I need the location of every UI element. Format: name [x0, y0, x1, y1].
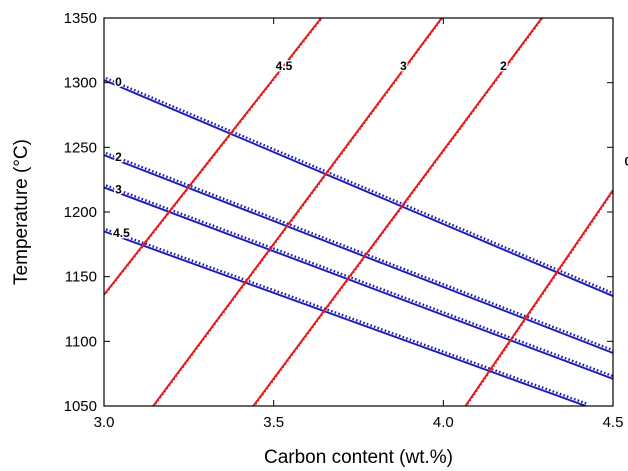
y-tick-label: 1050 [64, 398, 97, 415]
red-line-0 [464, 189, 613, 406]
blue-line-label: 0 [115, 75, 122, 89]
tick-layer: 3.0 3.5 4.0 4.5 1050 1100 1150 1200 1250 1300 1350 [64, 10, 624, 431]
red-line-label: 2 [500, 59, 507, 73]
blue-line-3 [104, 186, 613, 380]
blue-line-label: 4.5 [113, 226, 130, 240]
x-tick-label: 4.0 [433, 414, 454, 431]
blue-line-4-5-dotted [105, 228, 589, 406]
y-tick-label: 1100 [65, 333, 97, 350]
x-tick-label: 4.5 [603, 414, 624, 431]
red-line-3 [152, 18, 443, 406]
y-tick-label: 1250 [64, 139, 97, 156]
red-line-label: 4.5 [276, 59, 293, 73]
x-tick-label: 3.0 [94, 414, 115, 431]
blue-line-3-dotted [105, 184, 613, 378]
x-tick-label: 3.5 [263, 414, 284, 431]
red-line-2 [252, 18, 543, 406]
x-axis-title: Carbon content (wt.%) [264, 447, 453, 468]
blue-line-4-5 [104, 230, 587, 406]
y-tick-label: 1200 [64, 204, 97, 221]
blue-line-label: 3 [115, 182, 122, 196]
red-line-label: 3 [400, 59, 407, 73]
blue-line-label: 2 [115, 150, 122, 164]
red-line-4-5 [104, 18, 322, 296]
y-tick-label: 1300 [64, 75, 97, 92]
blue-line-0-dotted [105, 76, 613, 295]
y-tick-label: 1350 [64, 10, 97, 27]
blue-line-0 [104, 79, 613, 297]
y-tick-label: 1150 [65, 269, 97, 286]
line-label-layer: 0 2 3 4.5 4.5 3 2 0 [112, 57, 628, 241]
y-axis-title: Temperature (°C) [11, 139, 32, 285]
red-line-label: 0 [624, 155, 628, 169]
series-layer [104, 18, 613, 406]
